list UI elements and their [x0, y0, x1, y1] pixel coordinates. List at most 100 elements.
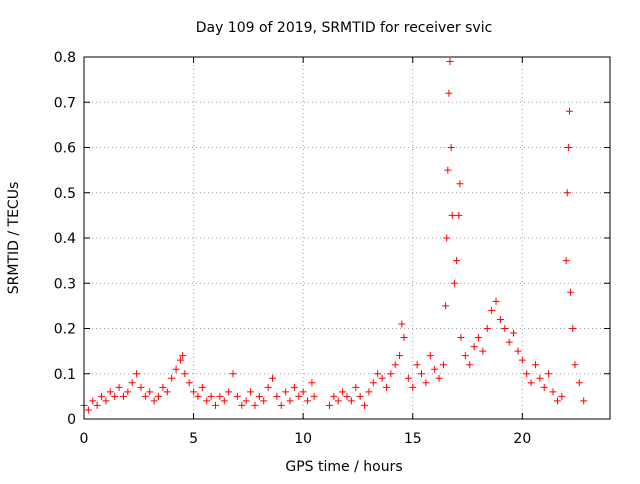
data-point: [545, 370, 553, 378]
data-point: [461, 352, 469, 360]
data-point: [124, 388, 132, 396]
y-tick-label: 0.4: [54, 231, 76, 247]
data-point: [382, 383, 390, 391]
data-point: [492, 297, 500, 305]
data-point: [176, 356, 184, 364]
x-tick-label: 10: [294, 431, 312, 447]
y-tick-label: 0.8: [54, 50, 76, 66]
data-point: [89, 397, 97, 405]
data-point: [220, 397, 228, 405]
data-point: [163, 388, 171, 396]
data-point: [369, 379, 377, 387]
data-point: [439, 361, 447, 369]
data-point: [84, 406, 92, 414]
data-point: [352, 383, 360, 391]
data-point: [251, 401, 259, 409]
y-axis-label: SRMTID / TECUs: [6, 182, 22, 295]
data-point: [277, 401, 285, 409]
data-point: [400, 334, 408, 342]
y-tick-label: 0.3: [54, 276, 76, 292]
data-point: [168, 374, 176, 382]
data-point: [404, 374, 412, 382]
y-tick-label: 0.6: [54, 141, 76, 157]
data-point: [304, 397, 312, 405]
data-point: [216, 392, 224, 400]
data-point: [207, 392, 215, 400]
data-point: [580, 397, 588, 405]
data-point: [185, 379, 193, 387]
data-point: [308, 379, 316, 387]
data-point: [286, 397, 294, 405]
data-point: [442, 302, 450, 310]
data-point: [431, 365, 439, 373]
data-point: [413, 361, 421, 369]
data-point: [347, 397, 355, 405]
data-point: [310, 392, 318, 400]
data-point: [488, 306, 496, 314]
grid-layer: [84, 57, 610, 419]
data-point: [330, 392, 338, 400]
data-point: [567, 288, 575, 296]
data-point: [137, 383, 145, 391]
y-tick-label: 0.5: [54, 186, 76, 202]
data-point: [334, 397, 342, 405]
data-point: [111, 392, 119, 400]
data-point: [558, 392, 566, 400]
data-point: [455, 211, 463, 219]
data-point: [496, 315, 504, 323]
y-tick-label: 0.1: [54, 367, 76, 383]
data-point: [378, 374, 386, 382]
data-point: [141, 392, 149, 400]
data-point: [444, 166, 452, 174]
data-point: [198, 383, 206, 391]
tick-layer: 0 5 10 15 20 0 0.1 0.2 0.3 0.4 0.5 0.6 0.7 0.8: [54, 50, 610, 447]
x-tick-label: 0: [80, 431, 89, 447]
data-point: [422, 379, 430, 387]
data-point: [409, 383, 417, 391]
data-point: [133, 370, 141, 378]
data-point: [282, 388, 290, 396]
data-point: [448, 211, 456, 219]
data-point: [475, 334, 482, 342]
data-point: [260, 397, 268, 405]
data-point: [225, 388, 233, 396]
data-point: [446, 58, 454, 66]
data-point: [549, 388, 557, 396]
data-point: [247, 388, 255, 396]
data-point: [447, 144, 455, 151]
data-point: [146, 388, 154, 396]
data-point: [155, 392, 163, 400]
data-point: [387, 370, 395, 378]
data-point: [470, 343, 478, 351]
data-point: [203, 397, 211, 405]
data-point: [418, 370, 426, 378]
data-point: [391, 361, 399, 369]
data-point: [229, 370, 237, 378]
data-point: [562, 257, 570, 265]
data-point: [159, 383, 167, 391]
data-point: [540, 383, 548, 391]
data-point: [361, 401, 369, 409]
data-point: [523, 370, 531, 378]
data-point: [233, 392, 241, 400]
data-point: [435, 374, 443, 382]
data-point: [115, 383, 123, 391]
data-point: [575, 379, 583, 387]
data-point: [571, 361, 579, 369]
data-point: [150, 397, 158, 405]
data-point: [179, 352, 187, 360]
data-point: [553, 397, 561, 405]
data-point: [536, 374, 544, 382]
data-point: [501, 325, 509, 332]
data-point: [457, 334, 465, 342]
data-point: [194, 392, 202, 400]
data-point: [102, 397, 110, 405]
data-point: [93, 401, 101, 409]
data-point: [242, 397, 250, 405]
x-tick-label: 15: [404, 431, 422, 447]
data-point: [426, 352, 434, 360]
data-point: [445, 89, 453, 97]
x-tick-label: 5: [189, 431, 198, 447]
data-point: [510, 329, 518, 337]
x-axis-label: GPS time / hours: [285, 459, 402, 475]
